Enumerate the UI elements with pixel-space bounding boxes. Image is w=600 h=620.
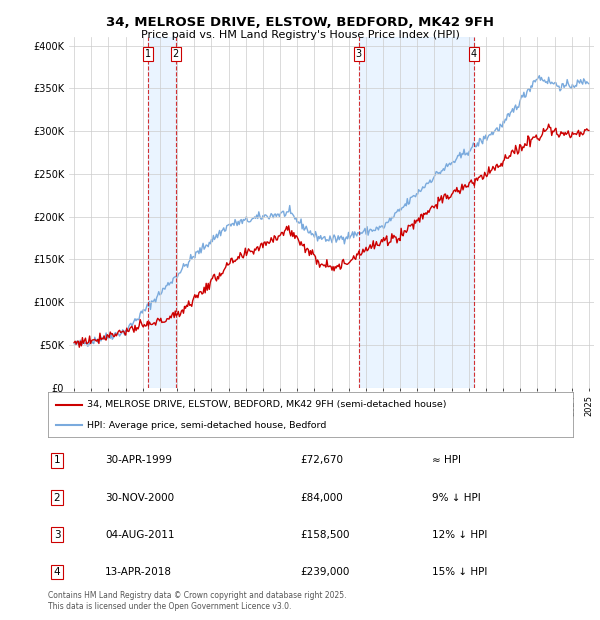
Text: 1: 1 [53, 455, 61, 466]
Text: 3: 3 [53, 529, 61, 540]
Text: £158,500: £158,500 [300, 529, 349, 540]
Text: Price paid vs. HM Land Registry's House Price Index (HPI): Price paid vs. HM Land Registry's House … [140, 30, 460, 40]
Text: 2: 2 [53, 492, 61, 503]
Text: 13-APR-2018: 13-APR-2018 [105, 567, 172, 577]
Text: 3: 3 [356, 49, 362, 60]
Text: Contains HM Land Registry data © Crown copyright and database right 2025.
This d: Contains HM Land Registry data © Crown c… [48, 591, 347, 611]
Text: 1: 1 [145, 49, 151, 60]
Text: 9% ↓ HPI: 9% ↓ HPI [432, 492, 481, 503]
Text: 04-AUG-2011: 04-AUG-2011 [105, 529, 175, 540]
Text: 34, MELROSE DRIVE, ELSTOW, BEDFORD, MK42 9FH: 34, MELROSE DRIVE, ELSTOW, BEDFORD, MK42… [106, 16, 494, 29]
Text: £72,670: £72,670 [300, 455, 343, 466]
Bar [148, 37, 176, 387]
Text: 2: 2 [173, 49, 179, 60]
Text: 4: 4 [53, 567, 61, 577]
Text: £84,000: £84,000 [300, 492, 343, 503]
Bar [359, 37, 473, 387]
Text: ≈ HPI: ≈ HPI [432, 455, 461, 466]
Text: 12% ↓ HPI: 12% ↓ HPI [432, 529, 487, 540]
Text: 34, MELROSE DRIVE, ELSTOW, BEDFORD, MK42 9FH (semi-detached house): 34, MELROSE DRIVE, ELSTOW, BEDFORD, MK42… [88, 400, 447, 409]
Text: 15% ↓ HPI: 15% ↓ HPI [432, 567, 487, 577]
Text: 30-NOV-2000: 30-NOV-2000 [105, 492, 174, 503]
Text: 30-APR-1999: 30-APR-1999 [105, 455, 172, 466]
Text: HPI: Average price, semi-detached house, Bedford: HPI: Average price, semi-detached house,… [88, 420, 327, 430]
Text: 4: 4 [470, 49, 476, 60]
Text: £239,000: £239,000 [300, 567, 349, 577]
